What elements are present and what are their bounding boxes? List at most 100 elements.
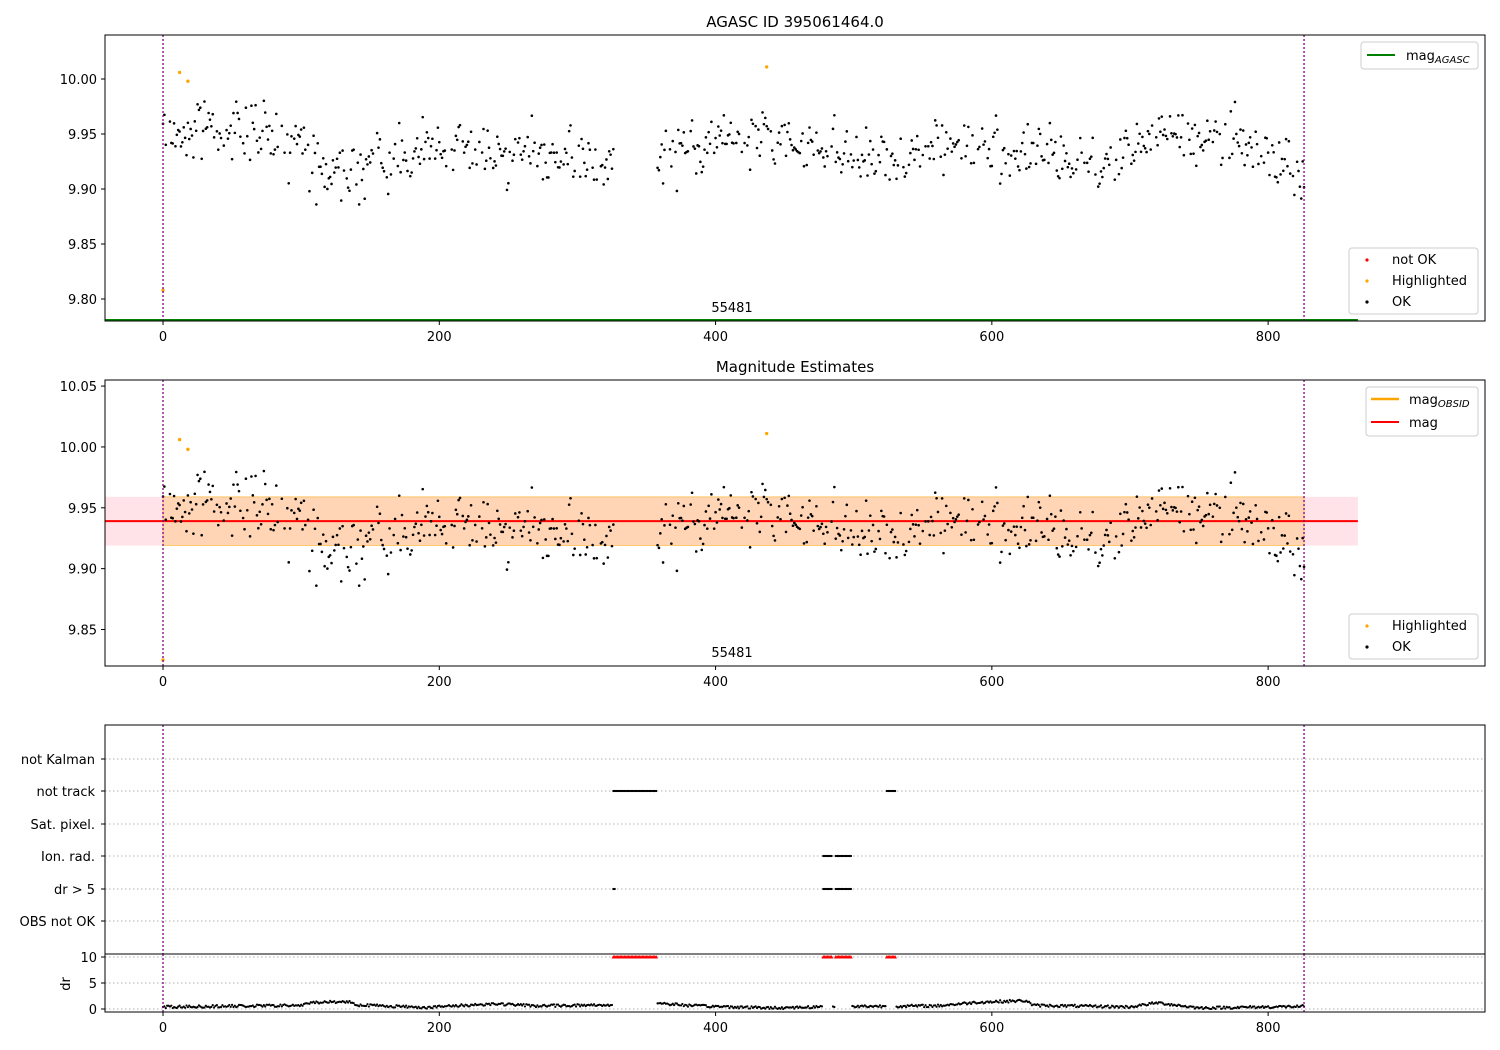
ok-point	[1200, 518, 1204, 522]
ok-point	[299, 501, 303, 505]
ok-point	[382, 547, 386, 551]
ok-point	[1023, 152, 1027, 156]
ok-point	[1037, 127, 1041, 131]
ok-point	[1117, 550, 1121, 554]
ok-point	[998, 561, 1002, 564]
ok-point	[326, 567, 329, 570]
dr-y-tick-label: 0	[89, 1003, 97, 1018]
dr-point	[468, 1005, 471, 1008]
ok-point	[1114, 158, 1118, 162]
ok-point	[1134, 150, 1137, 154]
ok-point	[182, 126, 186, 129]
ok-point	[1048, 494, 1052, 497]
ok-point	[1054, 140, 1057, 144]
ok-point	[737, 506, 741, 510]
ok-point	[1161, 507, 1165, 511]
flag-category-label: not Kalman	[21, 753, 95, 768]
ok-point	[1142, 144, 1146, 148]
ok-point	[211, 484, 215, 488]
ok-point	[949, 511, 952, 515]
ok-point	[1052, 151, 1056, 155]
ok-point	[316, 516, 320, 520]
ok-point	[306, 518, 310, 522]
ok-point	[846, 159, 850, 163]
ok-point	[211, 112, 215, 116]
ok-point	[1247, 516, 1251, 519]
ok-point	[585, 545, 589, 549]
ok-point	[1049, 138, 1053, 142]
ok-point	[707, 504, 710, 508]
ok-point	[321, 156, 325, 160]
ok-point	[990, 164, 994, 168]
flag-point	[894, 789, 897, 793]
flag-category-label: not track	[36, 785, 95, 800]
ok-point	[1284, 512, 1288, 515]
ok-point	[1193, 496, 1197, 500]
ok-point	[849, 529, 853, 532]
ok-point	[815, 131, 818, 134]
dr-point	[385, 1004, 388, 1007]
ok-point	[1002, 146, 1006, 150]
ok-point	[712, 527, 716, 530]
ok-point	[772, 534, 775, 538]
ok-point	[190, 134, 194, 137]
ok-point	[261, 503, 264, 506]
ok-point	[851, 165, 854, 169]
ok-point	[1259, 154, 1263, 158]
dr-point	[389, 1004, 393, 1008]
ok-point	[319, 165, 322, 169]
ok-point	[1058, 555, 1061, 558]
ok-point	[262, 99, 266, 103]
ok-point	[1102, 544, 1106, 547]
ok-point	[1034, 162, 1038, 166]
dr-point	[521, 1004, 524, 1007]
ok-point	[1251, 542, 1255, 546]
ok-point	[1244, 518, 1248, 521]
ok-point	[736, 130, 739, 134]
ok-point	[366, 163, 369, 166]
dr-point	[592, 1003, 596, 1006]
ok-point	[451, 168, 455, 172]
ok-point	[328, 553, 332, 557]
ok-point	[567, 129, 571, 133]
magnitude-estimates-panel: Magnitude Estimates 55481 9.859.909.9510…	[60, 358, 1486, 690]
dr-point	[764, 1007, 767, 1010]
dr-point	[345, 1000, 348, 1003]
ok-point	[871, 523, 875, 527]
ok-point	[519, 529, 523, 532]
ok-point	[914, 147, 918, 151]
ok-point	[777, 504, 781, 508]
dr-point	[403, 1006, 406, 1009]
ok-point	[1069, 175, 1072, 179]
ok-point	[179, 520, 183, 523]
ok-point	[1275, 176, 1278, 179]
dr-point	[970, 1002, 973, 1006]
ok-point	[272, 152, 275, 156]
ok-point	[1229, 110, 1233, 113]
ok-point	[1230, 528, 1234, 532]
ok-point	[1255, 517, 1259, 521]
ok-point	[280, 497, 284, 501]
ok-point	[410, 171, 413, 174]
ok-point	[1283, 534, 1286, 537]
ok-point	[571, 175, 575, 178]
ok-point	[1090, 155, 1093, 158]
ok-point	[953, 145, 956, 149]
ok-point	[1199, 520, 1202, 524]
ok-point	[330, 561, 333, 565]
dr-point	[366, 1003, 369, 1006]
ok-point	[1090, 531, 1093, 535]
ok-point	[1135, 122, 1139, 126]
ok-point	[917, 523, 920, 527]
ok-point	[793, 521, 796, 525]
ok-point	[852, 159, 856, 162]
ok-point	[1224, 495, 1227, 499]
ok-point	[1295, 160, 1299, 164]
dr-point	[228, 1003, 231, 1007]
ok-point	[1211, 515, 1215, 518]
ok-point	[286, 506, 289, 510]
ok-point	[1199, 145, 1202, 149]
ok-point	[660, 518, 663, 521]
ok-point	[356, 538, 360, 541]
ok-point	[878, 537, 882, 541]
